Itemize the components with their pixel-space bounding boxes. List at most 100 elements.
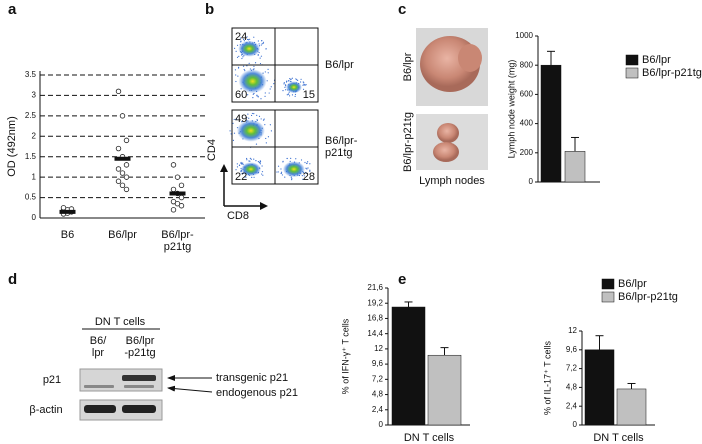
flow-event bbox=[240, 41, 242, 43]
flow-event bbox=[249, 157, 251, 159]
blot-band bbox=[84, 405, 116, 413]
flow-event bbox=[268, 92, 270, 94]
lymph-node-photo bbox=[458, 44, 482, 72]
flow-event bbox=[232, 139, 235, 141]
y-tick-label: 1000 bbox=[515, 31, 533, 40]
y-tick-label: 7,2 bbox=[566, 364, 578, 373]
flow-event bbox=[307, 167, 309, 169]
flow-event bbox=[277, 171, 279, 173]
flow-event bbox=[266, 80, 268, 82]
flow-event bbox=[243, 68, 245, 71]
flow-event bbox=[246, 38, 249, 41]
flow-event bbox=[244, 70, 246, 72]
flow-density bbox=[238, 40, 261, 57]
y-tick-label: 0 bbox=[32, 213, 37, 222]
flow-event bbox=[236, 163, 238, 165]
blot-band bbox=[122, 405, 156, 413]
flow-event bbox=[240, 162, 242, 164]
flow-event bbox=[267, 68, 269, 70]
flow-event bbox=[241, 57, 243, 60]
flow-event bbox=[288, 80, 290, 82]
flow-event bbox=[241, 92, 243, 95]
flow-label: B6/lpr-p21tg bbox=[325, 135, 358, 159]
flow-event bbox=[242, 56, 244, 58]
blot-band bbox=[122, 375, 156, 381]
flow-density bbox=[238, 69, 267, 94]
y-tick-label: 400 bbox=[520, 119, 534, 128]
data-point bbox=[178, 194, 185, 201]
x-axis-label: DN T cells bbox=[593, 432, 644, 444]
data-point bbox=[174, 174, 181, 180]
flow-event bbox=[254, 62, 257, 64]
flow-event bbox=[236, 44, 239, 46]
flow-event bbox=[265, 137, 267, 140]
flow-event bbox=[305, 167, 307, 169]
flow-event bbox=[233, 118, 235, 121]
flow-density bbox=[240, 162, 261, 177]
flow-event bbox=[246, 36, 248, 38]
flow-event bbox=[267, 72, 269, 74]
flow-event bbox=[245, 176, 247, 178]
flow-event bbox=[304, 161, 306, 164]
flow-event bbox=[247, 94, 249, 96]
flow-event bbox=[284, 84, 287, 86]
flow-event bbox=[273, 83, 275, 85]
flow-event bbox=[240, 88, 242, 90]
flow-event bbox=[250, 114, 253, 117]
flow-event bbox=[283, 82, 285, 84]
flow-event bbox=[237, 75, 239, 77]
flow-event bbox=[249, 160, 251, 162]
mean-bar bbox=[59, 209, 76, 214]
flow-y-axis: CD4 bbox=[206, 139, 218, 161]
flow-event bbox=[243, 176, 246, 178]
flow-event bbox=[262, 41, 265, 43]
flow-event bbox=[258, 43, 260, 45]
flow-event bbox=[246, 159, 248, 161]
flow-event bbox=[248, 117, 250, 119]
flow-event bbox=[236, 166, 239, 168]
flow-event bbox=[257, 54, 259, 56]
flow-event bbox=[295, 158, 297, 160]
flow-event bbox=[235, 74, 237, 76]
flow-event bbox=[236, 56, 239, 58]
y-tick-label: 19,2 bbox=[367, 298, 383, 307]
flow-event bbox=[261, 165, 263, 167]
flow-density bbox=[285, 81, 302, 94]
flow-event bbox=[265, 142, 267, 144]
flow-event bbox=[257, 95, 259, 97]
arrow-label: endogenous p21 bbox=[216, 387, 298, 399]
panel-label: c bbox=[398, 1, 406, 18]
y-tick-label: 0 bbox=[379, 420, 384, 429]
y-tick-label: 2,4 bbox=[372, 405, 384, 414]
flow-event bbox=[252, 93, 254, 95]
flow-event bbox=[284, 176, 286, 178]
flow-event bbox=[280, 171, 283, 173]
quadrant-value: 49 bbox=[235, 113, 247, 125]
data-point bbox=[119, 170, 126, 176]
y-tick-label: 600 bbox=[520, 90, 534, 99]
flow-event bbox=[238, 55, 240, 57]
flow-event bbox=[294, 93, 297, 96]
x-axis-label: DN T cells bbox=[404, 432, 455, 444]
flow-event bbox=[297, 79, 299, 81]
flow-event bbox=[300, 78, 302, 80]
panel-label: d bbox=[8, 271, 17, 288]
photo-label: B6/lpr bbox=[402, 52, 414, 81]
flow-event bbox=[281, 174, 284, 176]
data-point bbox=[123, 174, 130, 180]
flow-event bbox=[282, 161, 284, 163]
legend-swatch bbox=[601, 278, 615, 290]
row-label: β-actin bbox=[29, 404, 62, 416]
flow-event bbox=[260, 55, 263, 57]
flow-event bbox=[261, 173, 263, 175]
flow-event bbox=[235, 80, 237, 83]
y-tick-label: 7,2 bbox=[372, 374, 384, 383]
flow-event bbox=[235, 50, 237, 52]
flow-event bbox=[305, 84, 307, 86]
blot-band bbox=[84, 385, 114, 388]
y-tick-label: 21,6 bbox=[367, 283, 383, 292]
flow-event bbox=[261, 40, 263, 42]
flow-event bbox=[300, 159, 303, 161]
y-tick-label: 12 bbox=[568, 326, 577, 335]
flow-event bbox=[277, 165, 280, 167]
